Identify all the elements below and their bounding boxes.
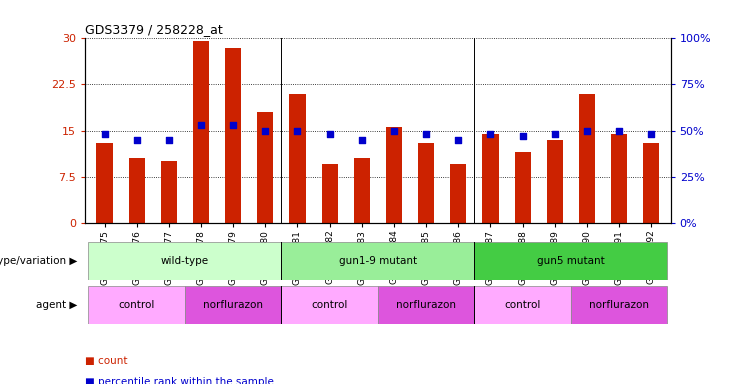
- Bar: [514, 152, 531, 223]
- Bar: [643, 143, 659, 223]
- Point: [291, 127, 303, 134]
- Point: [99, 131, 110, 137]
- Bar: [282, 286, 378, 324]
- Bar: [474, 286, 571, 324]
- Text: control: control: [311, 300, 348, 310]
- Point: [356, 137, 368, 143]
- Bar: [547, 140, 563, 223]
- Point: [453, 137, 465, 143]
- Text: genotype/variation ▶: genotype/variation ▶: [0, 256, 78, 266]
- Bar: [290, 94, 305, 223]
- Bar: [474, 242, 668, 280]
- Bar: [378, 286, 474, 324]
- Bar: [482, 134, 499, 223]
- Point: [614, 127, 625, 134]
- Bar: [161, 161, 177, 223]
- Text: norflurazon: norflurazon: [203, 300, 263, 310]
- Text: agent ▶: agent ▶: [36, 300, 78, 310]
- Bar: [386, 127, 402, 223]
- Bar: [193, 41, 209, 223]
- Bar: [322, 164, 338, 223]
- Point: [645, 131, 657, 137]
- Point: [227, 122, 239, 128]
- Point: [420, 131, 432, 137]
- Point: [581, 127, 593, 134]
- Bar: [129, 158, 144, 223]
- Bar: [353, 158, 370, 223]
- Text: ■ count: ■ count: [85, 356, 127, 366]
- Text: norflurazon: norflurazon: [396, 300, 456, 310]
- Bar: [96, 143, 113, 223]
- Point: [388, 127, 400, 134]
- Text: gun1-9 mutant: gun1-9 mutant: [339, 256, 417, 266]
- Point: [549, 131, 561, 137]
- Point: [195, 122, 207, 128]
- Point: [324, 131, 336, 137]
- Text: wild-type: wild-type: [161, 256, 209, 266]
- Bar: [282, 242, 474, 280]
- Text: control: control: [505, 300, 541, 310]
- Bar: [579, 94, 595, 223]
- Bar: [88, 242, 282, 280]
- Bar: [185, 286, 282, 324]
- Text: ■ percentile rank within the sample: ■ percentile rank within the sample: [85, 377, 274, 384]
- Point: [516, 133, 528, 139]
- Point: [163, 137, 175, 143]
- Bar: [225, 48, 242, 223]
- Point: [259, 127, 271, 134]
- Bar: [571, 286, 668, 324]
- Text: norflurazon: norflurazon: [589, 300, 649, 310]
- Text: GDS3379 / 258228_at: GDS3379 / 258228_at: [85, 23, 223, 36]
- Point: [130, 137, 142, 143]
- Bar: [418, 143, 434, 223]
- Text: gun5 mutant: gun5 mutant: [537, 256, 605, 266]
- Bar: [257, 112, 273, 223]
- Bar: [611, 134, 627, 223]
- Bar: [88, 286, 185, 324]
- Text: control: control: [119, 300, 155, 310]
- Point: [485, 131, 496, 137]
- Bar: [451, 164, 466, 223]
